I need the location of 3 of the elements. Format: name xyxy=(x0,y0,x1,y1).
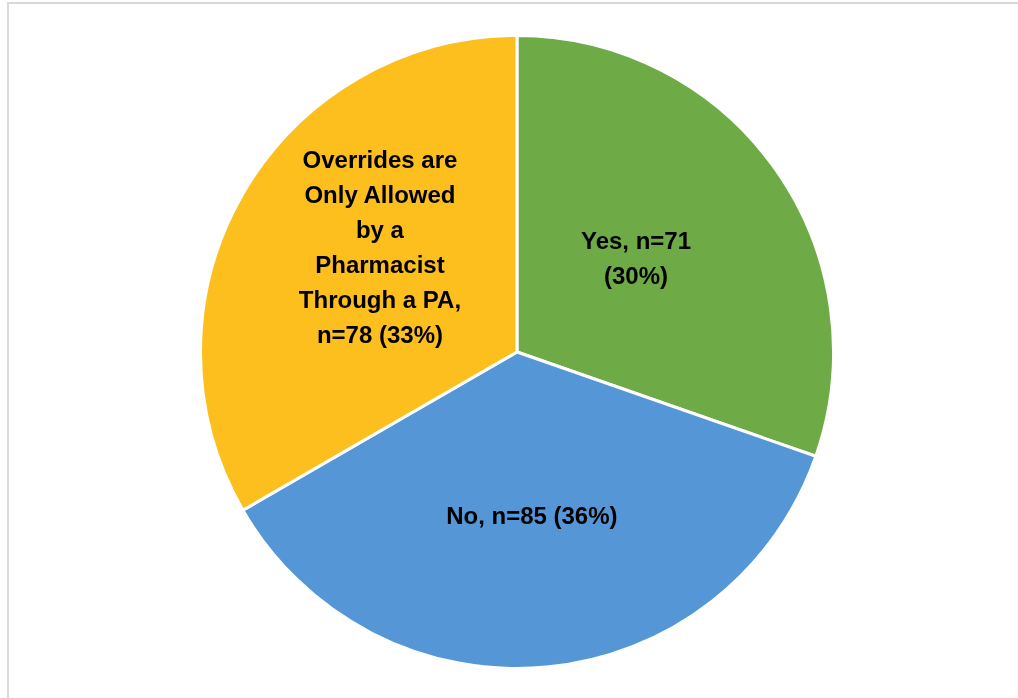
slice-label: No, n=85 (36%) xyxy=(446,502,618,530)
slice-label: Yes, n=71 (30%) xyxy=(580,227,692,290)
slice-label: Overrides are Only Allowed by a Pharmacist Through a PA, n=78 (33%) xyxy=(298,146,462,348)
